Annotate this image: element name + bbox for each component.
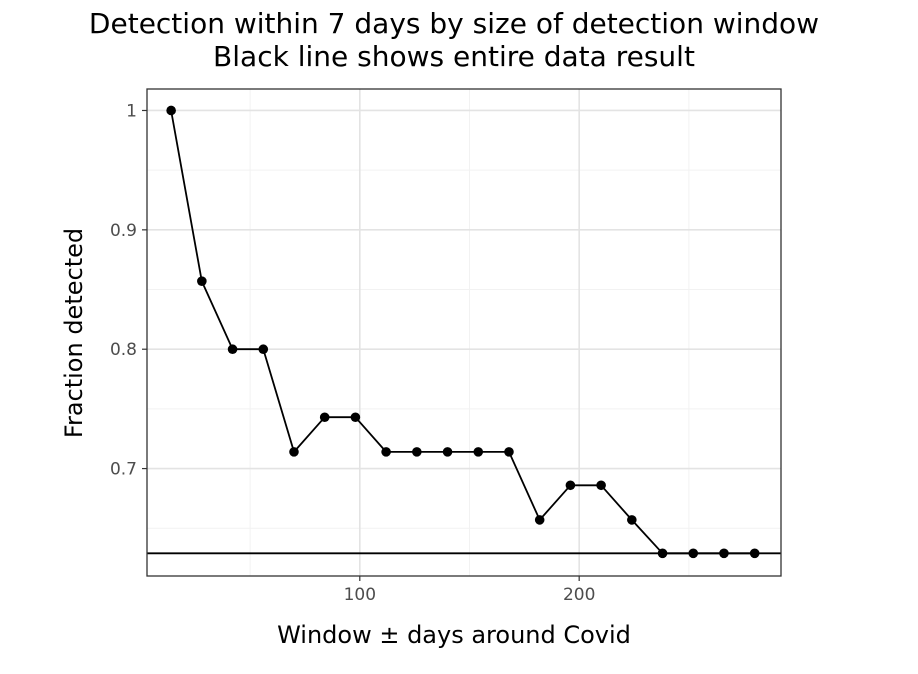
data-point (719, 548, 729, 559)
x-tick-label: 100 (344, 585, 376, 605)
series-group (166, 105, 760, 559)
axis-ticks: 100 200 0.7 0.8 0.9 1 (110, 101, 595, 605)
plot-border (146, 88, 782, 577)
data-point (534, 515, 545, 525)
data-point (227, 344, 238, 355)
data-point (749, 548, 760, 559)
plot-panel (147, 89, 781, 576)
series-line (170, 110, 755, 555)
y-axis-title: Fraction detected (60, 228, 88, 438)
data-point (350, 412, 361, 423)
data-point (197, 276, 207, 286)
y-tick-label: 0.7 (110, 460, 137, 480)
chart-title: Detection within 7 days by size of detec… (89, 7, 819, 40)
data-point (627, 515, 637, 525)
x-axis-title: Window ± days around Covid (277, 621, 631, 649)
x-tick-label: 200 (563, 585, 595, 605)
data-point (381, 447, 391, 457)
chart-subtitle: Black line shows entire data result (213, 40, 695, 73)
data-point (473, 447, 484, 457)
data-point (319, 412, 330, 423)
minor-gridlines (147, 89, 781, 576)
y-tick-label: 0.8 (110, 340, 137, 360)
data-point (657, 548, 668, 559)
data-point (565, 480, 576, 491)
data-point (504, 447, 514, 457)
y-tick-label: 0.9 (110, 221, 137, 241)
data-point (166, 105, 176, 116)
data-point (289, 447, 299, 457)
y-tick-label: 1 (126, 101, 137, 121)
data-point (688, 548, 699, 559)
data-point (258, 344, 269, 355)
data-point (412, 447, 422, 457)
data-point (596, 480, 606, 491)
data-point (442, 447, 453, 457)
